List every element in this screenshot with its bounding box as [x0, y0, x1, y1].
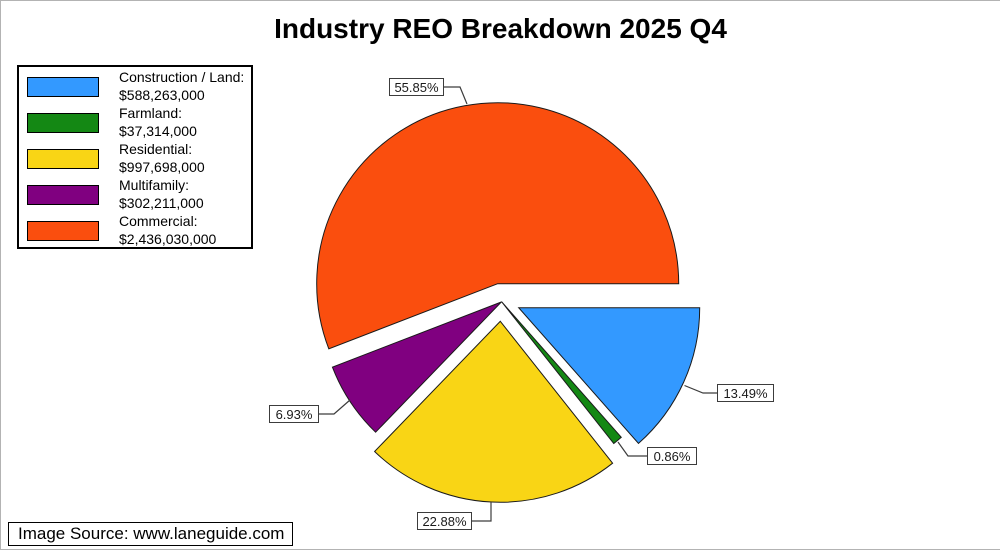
leader-line-construction-land	[684, 384, 717, 394]
legend-value: $997,698,000	[119, 158, 205, 175]
legend: Construction / Land: $588,263,000 Farmland…	[17, 65, 253, 249]
legend-label: Commercial:	[119, 213, 198, 229]
source-note: Image Source: www.laneguide.com	[18, 524, 285, 543]
legend-text: Residential: $997,698,000	[119, 141, 205, 176]
pie-slice-farmland	[501, 301, 623, 445]
legend-text: Construction / Land: $588,263,000	[119, 69, 244, 104]
pie-slice-commercial	[316, 102, 680, 350]
leader-line-multifamily	[319, 399, 351, 415]
percent-label-construction-land: 13.49%	[717, 384, 774, 402]
percent-label-farmland: 0.86%	[647, 447, 697, 465]
legend-item: Multifamily: $302,211,000	[19, 177, 251, 213]
legend-swatch	[27, 221, 99, 241]
legend-item: Construction / Land: $588,263,000	[19, 69, 251, 105]
legend-text: Farmland: $37,314,000	[119, 105, 197, 140]
legend-label: Residential:	[119, 141, 193, 157]
legend-item: Commercial: $2,436,030,000	[19, 213, 251, 249]
legend-value: $2,436,030,000	[119, 230, 217, 247]
legend-item: Residential: $997,698,000	[19, 141, 251, 177]
legend-item: Farmland: $37,314,000	[19, 105, 251, 141]
percent-label-residential: 22.88%	[417, 512, 472, 530]
legend-value: $588,263,000	[119, 86, 205, 103]
leader-line-residential	[472, 502, 492, 522]
legend-value: $302,211,000	[119, 194, 204, 211]
pie-slice-multifamily	[331, 301, 502, 433]
percent-label-multifamily: 6.93%	[269, 405, 319, 423]
chart-title: Industry REO Breakdown 2025 Q4	[274, 13, 727, 44]
legend-label: Farmland:	[119, 105, 183, 121]
legend-value: $37,314,000	[119, 122, 197, 139]
legend-swatch	[27, 185, 99, 205]
leader-line-commercial	[444, 86, 468, 105]
legend-text: Multifamily: $302,211,000	[119, 177, 204, 212]
legend-label: Construction / Land:	[119, 69, 245, 85]
legend-swatch	[27, 77, 99, 97]
legend-label: Multifamily:	[119, 177, 190, 193]
pie-slice-construction-land	[517, 307, 701, 445]
legend-swatch	[27, 149, 99, 169]
source-box: Image Source: www.laneguide.com	[8, 522, 293, 546]
percent-label-commercial: 55.85%	[389, 78, 444, 96]
legend-swatch	[27, 113, 99, 133]
leader-line-farmland	[617, 441, 647, 457]
legend-text: Commercial: $2,436,030,000	[119, 213, 216, 248]
